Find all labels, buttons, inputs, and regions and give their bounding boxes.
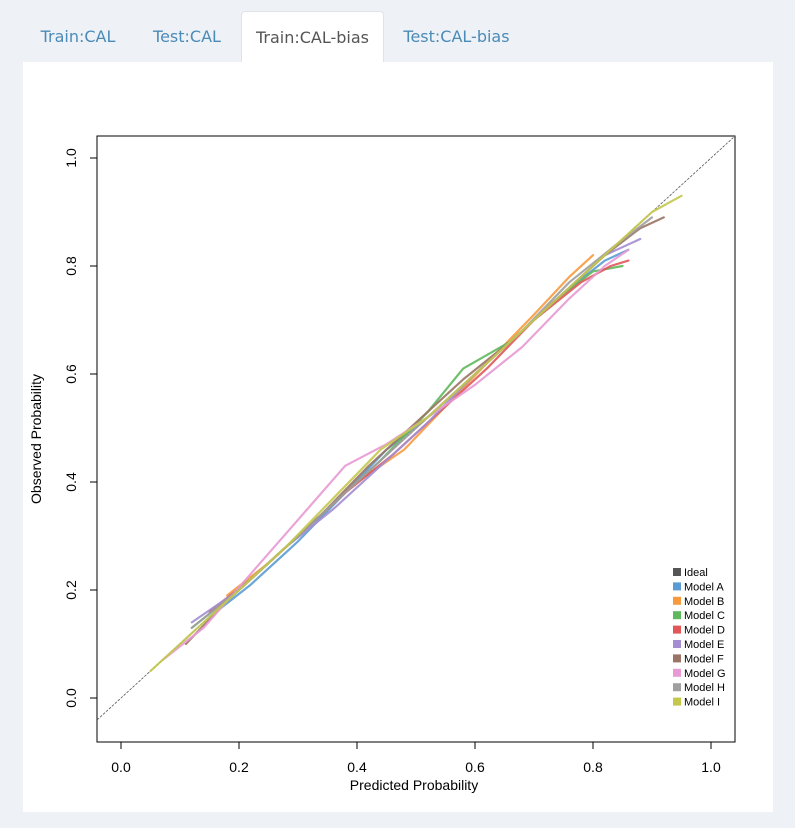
y-tick-label: 1.0: [63, 148, 79, 168]
legend-swatch: [673, 683, 681, 692]
legend-swatch: [673, 654, 681, 663]
axis-layer: 0.0 0.2 0.4 0.6 0.8 1.0 0.0 0.2 0.4 0.6 0.8 1.0: [63, 148, 721, 775]
legend-label: Ideal: [684, 567, 708, 579]
y-tick-label: 0.2: [63, 580, 79, 600]
legend-label: Model A: [684, 581, 724, 593]
legend-label: Model D: [684, 625, 725, 637]
legend-label: Model B: [684, 596, 724, 608]
legend-swatch: [673, 568, 681, 576]
x-tick-label: 0.0: [111, 759, 131, 775]
legend-label: Model E: [684, 639, 724, 651]
chart-panel: 0.0 0.2 0.4 0.6 0.8 1.0 0.0 0.2 0.4 0.6 0.8 1.0 Pre…: [23, 62, 773, 812]
legend-label: Model H: [684, 682, 725, 694]
tab-train-cal-bias[interactable]: Train:CAL-bias: [241, 11, 384, 62]
legend-swatch: [673, 625, 681, 634]
series-layer: [97, 136, 735, 721]
legend-label: Model G: [684, 668, 726, 680]
legend-swatch: [673, 596, 681, 605]
legend-label: Model F: [684, 653, 724, 665]
y-tick-label: 0.4: [63, 472, 79, 492]
tab-test-cal[interactable]: Test:CAL: [153, 27, 221, 46]
x-tick-label: 0.8: [583, 759, 603, 775]
x-tick-label: 0.2: [229, 759, 249, 775]
tab-train-cal[interactable]: Train:CAL: [40, 27, 116, 46]
x-tick-label: 1.0: [701, 759, 721, 775]
legend-swatch: [673, 611, 681, 620]
legend-label: Model C: [684, 610, 725, 622]
legend-label: Model I: [684, 697, 720, 709]
legend: Ideal Model A Model B Model C Model D Model E…: [673, 567, 726, 709]
series-line-model-b: [226, 254, 595, 597]
series-line-model-f: [184, 216, 665, 646]
tab-bar: Train:CAL Test:CAL Train:CAL-bias Test:C…: [0, 0, 795, 62]
legend-swatch: [673, 582, 681, 591]
series-line-model-i: [149, 194, 683, 673]
y-tick-label: 0.0: [63, 688, 79, 708]
calibration-chart: 0.0 0.2 0.4 0.6 0.8 1.0 0.0 0.2 0.4 0.6 0.8 1.0 Pre…: [28, 135, 736, 793]
x-axis-label: Predicted Probability: [350, 777, 478, 793]
x-tick-label: 0.6: [465, 759, 485, 775]
y-axis-label: Observed Probability: [28, 374, 44, 504]
y-tick-label: 0.6: [63, 364, 79, 384]
legend-swatch: [673, 640, 681, 648]
x-tick-label: 0.4: [347, 759, 367, 775]
tab-test-cal-bias[interactable]: Test:CAL-bias: [403, 27, 510, 46]
legend-swatch: [673, 697, 681, 706]
legend-swatch: [673, 668, 681, 677]
y-tick-label: 0.8: [63, 256, 79, 276]
